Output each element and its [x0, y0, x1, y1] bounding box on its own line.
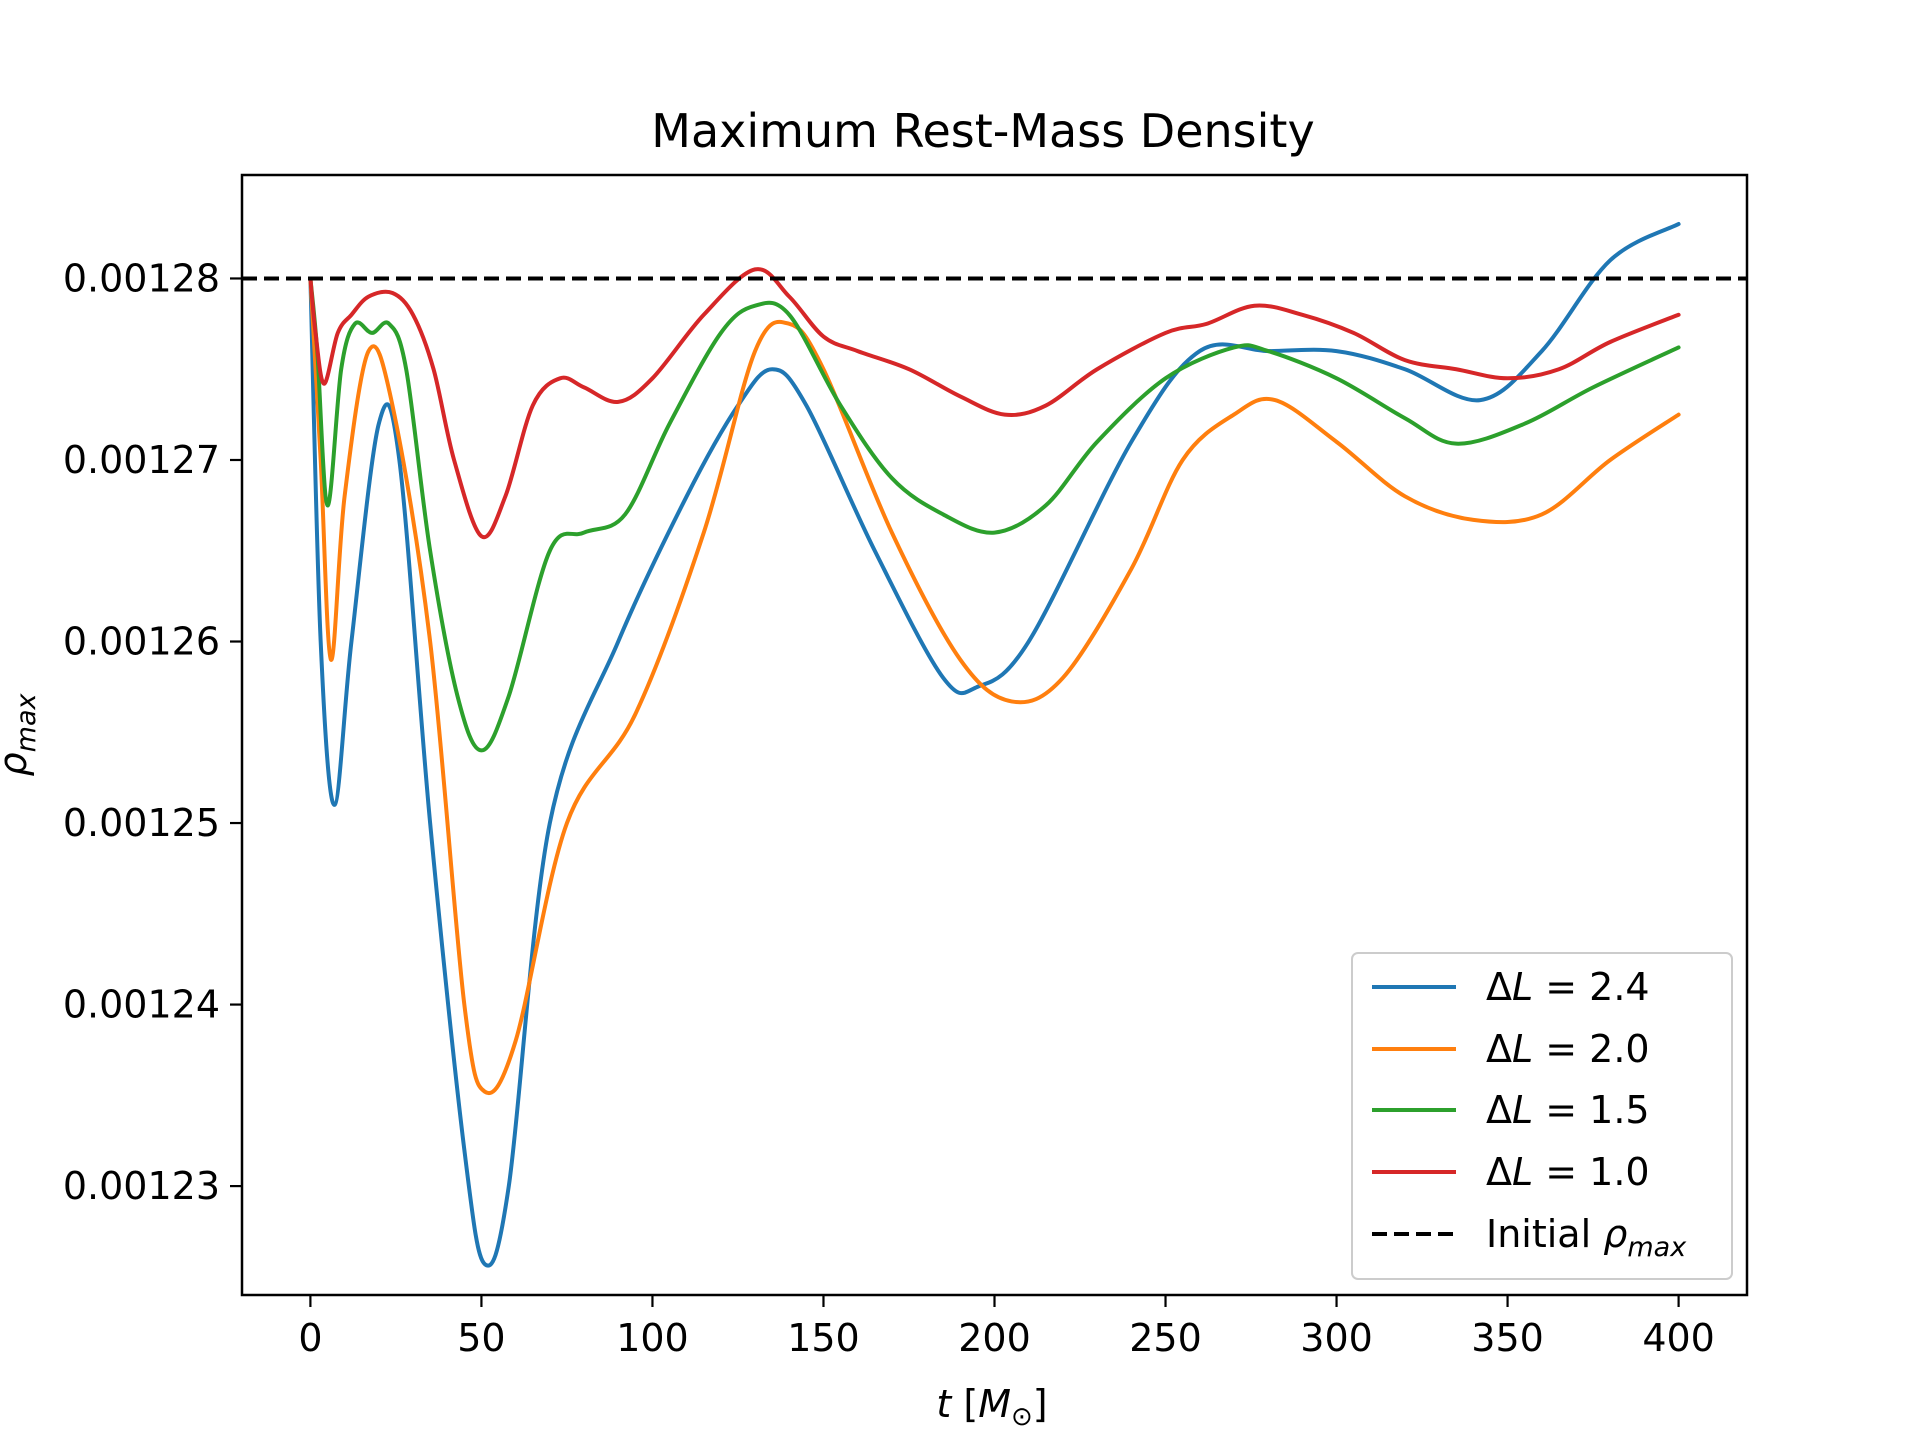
y-axis: 0.00123 0.00124 0.00125 0.00126 0.00127 0.001…	[63, 256, 242, 1208]
x-tick-label: 300	[1300, 1316, 1373, 1360]
y-axis-label: ρmax	[0, 693, 42, 777]
x-tick-label: 150	[787, 1316, 860, 1360]
y-tick-label: 0.00124	[63, 983, 220, 1027]
chart-title: Maximum Rest-Mass Density	[651, 104, 1314, 158]
legend-entry-series-2: ΔL = 1.5	[1372, 1088, 1650, 1132]
legend-label-series-3: ΔL = 1.0	[1486, 1150, 1650, 1194]
plot-area	[240, 173, 1749, 1297]
x-tick-label: 0	[298, 1316, 322, 1360]
x-tick-label: 100	[616, 1316, 689, 1360]
legend-label-series-0: ΔL = 2.4	[1486, 965, 1650, 1009]
legend-label-series-1: ΔL = 2.0	[1486, 1027, 1650, 1071]
y-tick-label: 0.00128	[63, 256, 220, 300]
legend-entry-reference: Initial ρmax	[1372, 1212, 1687, 1263]
x-tick-label: 400	[1642, 1316, 1715, 1360]
x-axis-label: t [M⊙]	[936, 1382, 1047, 1432]
legend-box	[1351, 952, 1733, 1280]
y-tick-label: 0.00127	[63, 438, 220, 482]
x-axis: 0 50 100 150 200 250 300 350 400	[298, 1295, 1715, 1360]
series-line-2	[308, 276, 1681, 753]
legend-entry-series-3: ΔL = 1.0	[1372, 1150, 1650, 1194]
series-line-0	[308, 222, 1681, 1268]
legend: ΔL = 2.4 ΔL = 2.0 ΔL = 1.5 ΔL = 1.0 Init…	[1351, 952, 1733, 1280]
legend-label-series-2: ΔL = 1.5	[1486, 1088, 1650, 1132]
series-line-1	[308, 276, 1681, 1096]
legend-label-reference: Initial ρmax	[1486, 1212, 1687, 1263]
x-tick-label: 200	[958, 1316, 1031, 1360]
series-layer	[242, 222, 1747, 1268]
legend-entry-series-1: ΔL = 2.0	[1372, 1027, 1650, 1071]
y-tick-label: 0.00125	[63, 801, 220, 845]
y-tick-label: 0.00123	[63, 1164, 220, 1208]
x-tick-label: 250	[1129, 1316, 1202, 1360]
x-tick-label: 50	[457, 1316, 505, 1360]
series-line-3	[308, 267, 1681, 540]
x-tick-label: 350	[1471, 1316, 1544, 1360]
legend-entry-series-0: ΔL = 2.4	[1372, 965, 1650, 1009]
y-tick-label: 0.00126	[63, 620, 220, 664]
